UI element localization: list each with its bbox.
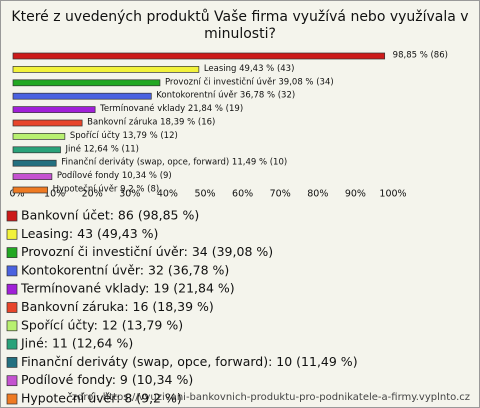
legend-label: Spořící účty: 12 (13,79 %) bbox=[21, 317, 183, 332]
value-label: Termínované vklady 21,84 % (19) bbox=[99, 103, 243, 114]
legend-swatch bbox=[6, 228, 18, 240]
legend-swatch bbox=[6, 320, 18, 332]
bar bbox=[12, 52, 386, 60]
value-label: Spořící účty 13,79 % (12) bbox=[70, 130, 178, 141]
x-tick-label: 30% bbox=[119, 189, 140, 200]
value-label: 98,85 % (86) bbox=[393, 51, 448, 61]
x-tick-label: 50% bbox=[194, 189, 215, 200]
bar bbox=[12, 186, 48, 194]
title-line: Které z uvedených produktů Vaše firma vy… bbox=[11, 9, 468, 25]
legend-label: Kontokorentní úvěr: 32 (36,78 %) bbox=[21, 262, 229, 277]
legend-label: Bankovní záruka: 16 (18,39 %) bbox=[21, 299, 214, 314]
x-tick-label: 70% bbox=[270, 189, 291, 200]
legend-label: Finanční deriváty (swap, opce, forward):… bbox=[21, 354, 358, 369]
x-tick-label: 100% bbox=[379, 189, 406, 200]
bar bbox=[12, 92, 152, 100]
x-tick-label: 90% bbox=[345, 189, 366, 200]
source: zdroj: https://vyuzivani-bankovnich-prod… bbox=[72, 392, 470, 403]
value-label: Finanční deriváty (swap, opce, forward) … bbox=[61, 157, 287, 168]
value-label: Podílové fondy 10,34 % (9) bbox=[57, 170, 172, 181]
bar bbox=[12, 173, 53, 180]
bar bbox=[12, 119, 83, 127]
bar bbox=[12, 79, 161, 87]
title-line: minulosti? bbox=[204, 26, 276, 42]
bar bbox=[12, 133, 66, 140]
legend-swatch bbox=[6, 247, 18, 258]
legend-label: Podílové fondy: 9 (10,34 %) bbox=[21, 372, 193, 387]
legend-label: Bankovní účet: 86 (98,85 %) bbox=[21, 208, 199, 223]
x-tick-label: 20% bbox=[82, 189, 103, 200]
legend-label: Termínované vklady: 19 (21,84 %) bbox=[20, 281, 235, 296]
bar bbox=[12, 66, 200, 73]
x-tick-label: 80% bbox=[307, 189, 328, 200]
legend-label: Leasing: 43 (49,43 %) bbox=[21, 226, 158, 241]
legend-swatch bbox=[6, 375, 18, 387]
x-tick-label: 0% bbox=[9, 189, 24, 200]
legend-label: Provozní či investiční úvěr: 34 (39,08 %… bbox=[21, 244, 273, 259]
x-tick-label: 10% bbox=[44, 189, 65, 200]
legend-label: Jiné: 11 (12,64 %) bbox=[20, 336, 133, 351]
x-tick-label: 40% bbox=[157, 189, 178, 200]
x-tick-label: 60% bbox=[232, 189, 253, 200]
legend-label: Hypoteční úvěr: 8 (9,2 %) bbox=[21, 391, 182, 406]
legend-swatch bbox=[6, 393, 18, 405]
value-label: Kontokorentní úvěr 36,78 % (32) bbox=[156, 91, 295, 101]
legend-swatch bbox=[6, 338, 18, 350]
value-label: Leasing 49,43 % (43) bbox=[204, 64, 295, 74]
legend-swatch bbox=[6, 357, 18, 368]
legend-swatch bbox=[6, 265, 18, 277]
bar bbox=[12, 146, 61, 154]
bar bbox=[12, 106, 96, 113]
value-label: Bankovní záruka 18,39 % (16) bbox=[87, 118, 215, 128]
value-label: Jiné 12,64 % (11) bbox=[65, 143, 139, 154]
bar bbox=[12, 159, 57, 167]
value-label: Provozní či investiční úvěr 39,08 % (34) bbox=[165, 76, 334, 87]
legend-swatch bbox=[6, 210, 18, 222]
legend-swatch bbox=[6, 302, 18, 313]
legend-swatch bbox=[6, 283, 18, 295]
value-label: Hypoteční úvěr 9,2 % (8) bbox=[53, 184, 160, 195]
